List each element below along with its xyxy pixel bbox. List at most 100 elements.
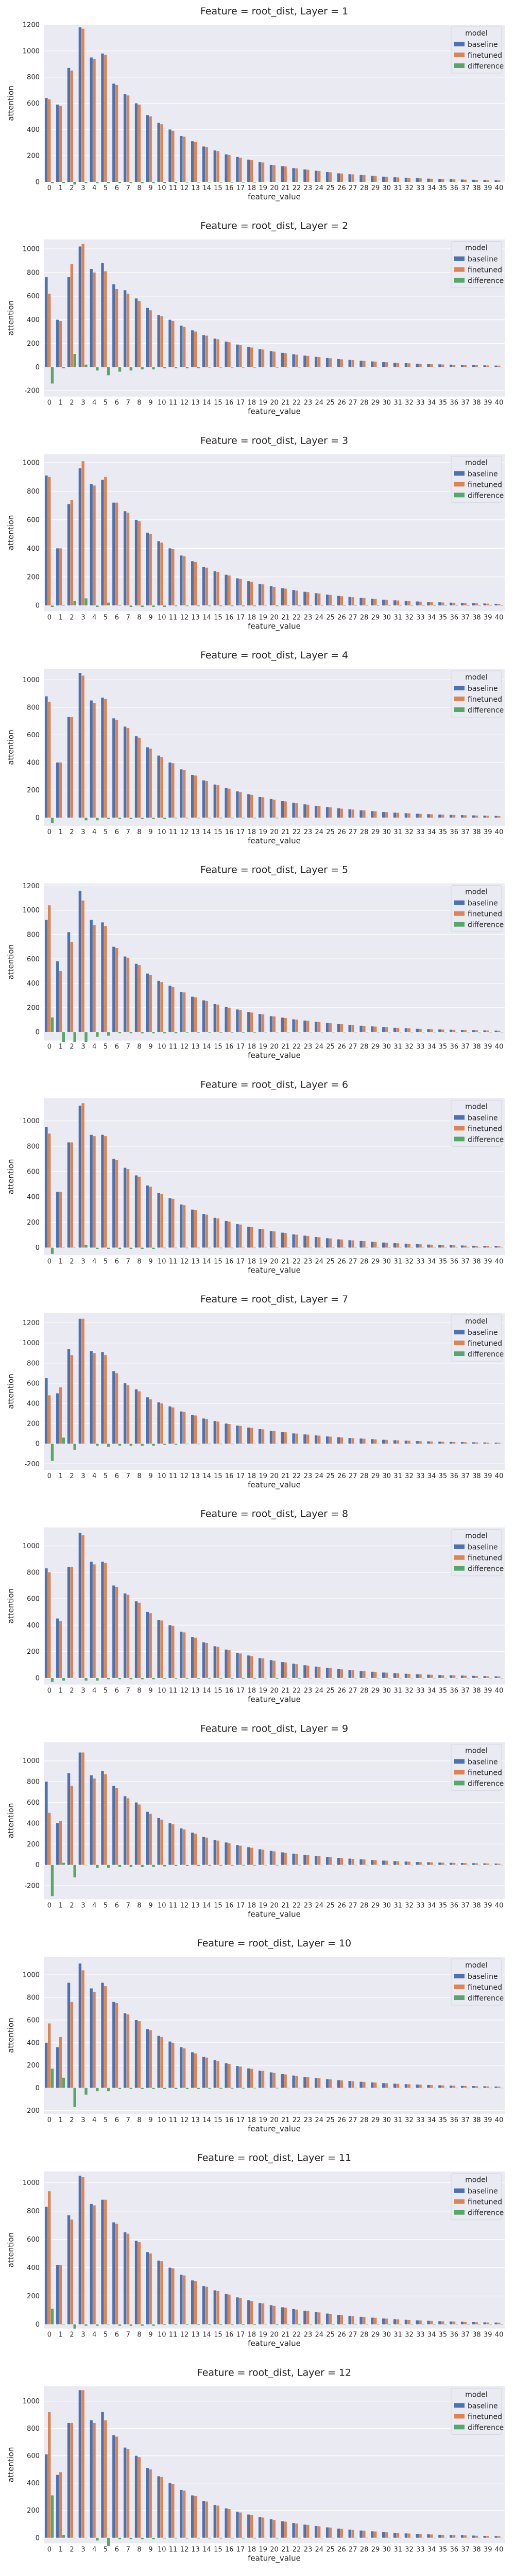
bar-finetuned-28 — [363, 2530, 366, 2538]
bar-baseline-6 — [112, 2002, 115, 2088]
x-tick-label: 16 — [225, 1043, 234, 1051]
x-tick-label: 16 — [225, 2116, 234, 2124]
bar-finetuned-35 — [441, 2321, 444, 2325]
bar-baseline-7 — [123, 2013, 127, 2088]
y-tick-label: 800 — [27, 1360, 40, 1367]
bar-finetuned-31 — [396, 2083, 400, 2088]
bar-difference-8 — [141, 2324, 144, 2326]
bar-finetuned-23 — [306, 1235, 310, 1248]
bar-baseline-39 — [483, 2322, 486, 2325]
bar-baseline-24 — [315, 1666, 318, 1678]
bar-difference-33 — [422, 605, 425, 606]
x-tick-label: 8 — [137, 1043, 141, 1051]
x-tick-label: 11 — [169, 1472, 178, 1480]
bar-difference-18 — [253, 2088, 256, 2089]
bar-baseline-40 — [494, 2323, 497, 2325]
x-tick-label: 7 — [126, 614, 130, 621]
x-tick-label: 6 — [115, 184, 119, 192]
bar-finetuned-34 — [430, 2085, 433, 2088]
legend-swatch-baseline — [454, 1759, 465, 1764]
x-tick-label: 17 — [236, 1043, 245, 1051]
bar-baseline-0 — [45, 98, 48, 182]
bar-finetuned-36 — [452, 364, 456, 367]
bar-baseline-33 — [416, 1862, 419, 1865]
x-tick-label: 20 — [270, 1902, 279, 1909]
bar-finetuned-13 — [194, 1210, 197, 1248]
bar-finetuned-10 — [160, 1194, 163, 1248]
x-tick-label: 23 — [304, 1258, 313, 1265]
x-tick-label: 33 — [416, 1687, 425, 1695]
bar-finetuned-9 — [149, 534, 152, 606]
y-tick-label: 0 — [36, 1244, 40, 1252]
bar-difference-30 — [388, 2088, 391, 2089]
bar-baseline-20 — [269, 164, 273, 182]
bar-baseline-4 — [90, 269, 93, 367]
bar-difference-0 — [50, 1677, 54, 1682]
bar-difference-6 — [118, 1677, 122, 1680]
legend — [451, 2387, 502, 2435]
bar-baseline-33 — [416, 2320, 419, 2325]
bar-finetuned-40 — [497, 180, 501, 182]
x-tick-label: 2 — [70, 1258, 74, 1265]
x-tick-label: 20 — [270, 2116, 279, 2124]
bar-finetuned-5 — [104, 1136, 107, 1248]
bar-finetuned-38 — [475, 1676, 478, 1678]
bar-finetuned-1 — [59, 320, 62, 367]
bar-baseline-2 — [67, 2422, 71, 2538]
bar-difference-9 — [152, 605, 155, 607]
x-tick-label: 15 — [214, 1043, 222, 1051]
bar-difference-10 — [163, 1677, 166, 1679]
bar-baseline-6 — [112, 1159, 115, 1248]
bar-finetuned-9 — [149, 2469, 152, 2538]
bar-baseline-35 — [438, 815, 441, 818]
bar-baseline-26 — [337, 1239, 340, 1248]
x-tick-label: 7 — [126, 399, 130, 407]
y-tick-label: 400 — [27, 1194, 40, 1201]
bar-finetuned-11 — [171, 2268, 175, 2325]
plot-area — [44, 1742, 505, 1900]
x-tick-label: 8 — [137, 614, 141, 621]
y-tick-label: 600 — [27, 2236, 40, 2244]
bar-finetuned-26 — [340, 2315, 343, 2325]
bar-finetuned-18 — [250, 2301, 253, 2325]
bar-baseline-9 — [146, 532, 149, 606]
bar-difference-13 — [197, 2088, 200, 2089]
legend-label-baseline: baseline — [468, 1329, 498, 1337]
x-tick-label: 27 — [349, 614, 357, 621]
bar-finetuned-13 — [194, 142, 197, 182]
bar-baseline-25 — [325, 2313, 329, 2325]
bar-difference-21 — [287, 1677, 290, 1679]
bar-finetuned-13 — [194, 331, 197, 367]
bar-baseline-27 — [348, 1670, 351, 1678]
bar-finetuned-29 — [374, 599, 377, 606]
bar-finetuned-16 — [228, 2509, 231, 2538]
bar-difference-1 — [62, 2077, 65, 2088]
bar-baseline-5 — [101, 922, 104, 1032]
bar-difference-6 — [118, 2537, 122, 2539]
bar-baseline-10 — [157, 1402, 160, 1444]
x-tick-label: 4 — [92, 828, 96, 836]
bar-baseline-29 — [371, 1671, 374, 1678]
bar-difference-23 — [309, 1677, 313, 1679]
x-tick-label: 13 — [191, 1687, 200, 1695]
bar-baseline-22 — [292, 590, 295, 606]
bar-difference-17 — [242, 2324, 245, 2325]
bar-baseline-38 — [472, 365, 475, 367]
bar-baseline-28 — [359, 2316, 363, 2325]
bar-baseline-2 — [67, 717, 71, 818]
bar-baseline-38 — [472, 2322, 475, 2325]
x-tick-label: 6 — [115, 2546, 119, 2553]
bar-baseline-19 — [258, 796, 262, 818]
bar-finetuned-39 — [486, 1030, 489, 1032]
bar-difference-9 — [152, 182, 155, 183]
bar-baseline-3 — [78, 27, 82, 182]
bar-difference-38 — [478, 2324, 481, 2325]
bar-baseline-8 — [134, 2020, 138, 2088]
x-tick-label: 25 — [326, 2116, 335, 2124]
bar-baseline-29 — [371, 2082, 374, 2088]
bar-difference-27 — [354, 605, 357, 606]
x-tick-label: 38 — [472, 1258, 481, 1265]
x-tick-label: 36 — [450, 1687, 458, 1695]
bar-difference-19 — [264, 1677, 268, 1679]
